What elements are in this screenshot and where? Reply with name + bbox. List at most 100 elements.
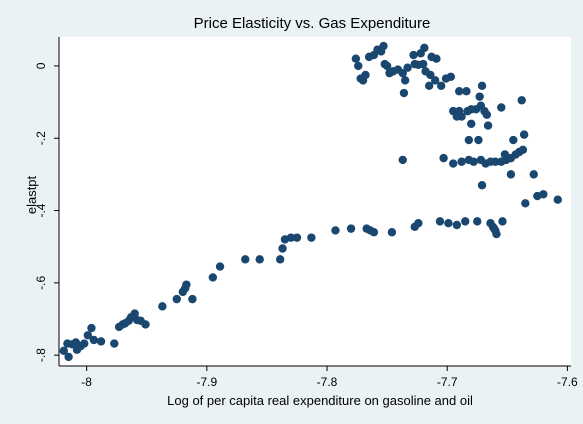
scatter-point [441,74,451,83]
scatter-point [439,153,448,163]
scatter-point [182,280,191,289]
scatter-point [517,96,526,105]
scatter-point [449,159,458,168]
scatter-point [444,218,453,228]
scatter-point [385,68,394,78]
scatter-point [500,150,510,159]
scatter-point [461,217,470,226]
scatter-point [519,130,529,139]
scatter-point [409,50,418,60]
scatter-point [518,145,528,154]
scatter-point [420,43,429,53]
scatter-point [474,135,483,145]
scatter-point [529,170,538,179]
scatter-point [473,217,482,226]
scatter-point [467,119,476,128]
scatter-point [462,87,471,96]
scatter-point [414,218,423,228]
scatter-point [59,346,69,356]
scatter-point [96,337,106,346]
scatter-point [255,255,264,264]
scatter-point [477,81,487,91]
scatter-point [351,54,361,63]
scatter-point [110,339,119,348]
x-tick-label: -8 [81,375,92,389]
chart-title: Price Elasticity vs. Gas Expenditure [194,15,431,32]
scatter-point [369,228,379,237]
scatter-point [457,157,466,166]
scatter-point [469,157,478,166]
y-tick-label: 0 [34,62,48,69]
scatter-point [421,67,430,76]
x-axis: -8 -7.9 -7.8 -7.7 -7.6 [59,365,578,389]
scatter-point [539,190,548,199]
scatter-point [475,92,484,101]
scatter-point [436,81,446,91]
scatter-point [208,273,218,282]
scatter-point [130,309,139,318]
scatter-point [497,103,506,112]
scatter-point [87,323,96,333]
scatter-point [509,135,518,145]
scatter-point [356,74,365,83]
x-tick-label: -7.9 [196,375,217,389]
y-tick-label: -.6 [34,276,48,290]
scatter-point [80,339,89,348]
scatter-point [498,217,507,226]
scatter-point [379,41,388,51]
y-axis-label: elastpt [24,175,39,214]
scatter-point [64,352,73,362]
scatter-point [275,255,285,264]
scatter-point [354,61,363,71]
scatter-point [292,233,302,242]
scatter-point [432,54,441,63]
y-axis: 0 -.2 -.4 -.6 -.8 [34,37,60,366]
x-tick-label: -7.6 [557,375,578,389]
scatter-point [410,59,419,69]
scatter-point [435,217,445,226]
scatter-point [364,52,374,62]
scatter-point [172,294,181,304]
plot-area [59,37,571,366]
scatter-point [278,244,287,253]
scatter-point [286,233,296,242]
scatter-point [89,335,99,345]
scatter-point [553,195,562,204]
scatter-point [482,110,492,119]
scatter-point [506,170,516,179]
scatter-point [307,233,316,242]
x-axis-label: Log of per capita real expenditure on ga… [167,393,473,408]
scatter-point [346,224,356,233]
scatter-point [483,121,493,130]
scatter-point [387,228,397,237]
scatter-point [452,220,462,230]
scatter-point [399,88,409,98]
y-tick-label: -.2 [34,131,48,145]
scatter-point [400,76,410,85]
scatter-point [521,199,530,208]
scatter-point [477,181,487,190]
data-points [59,41,562,362]
scatter-point [215,262,225,271]
scatter-point [491,157,500,166]
scatter-point [158,302,167,311]
scatter-point [331,226,340,235]
x-tick-label: -7.7 [437,375,458,389]
y-tick-label: -.8 [34,348,48,362]
scatter-point [430,76,440,85]
x-tick-label: -7.8 [317,375,338,389]
scatter-point [141,320,150,329]
scatter-point [83,331,93,340]
scatter-point [241,255,250,264]
scatter-point [398,155,407,165]
scatter-point [492,229,501,239]
y-tick-label: -.4 [34,203,48,217]
scatter-point [424,81,434,91]
scatter-point [380,59,389,69]
scatter-point [464,135,474,145]
scatter-point [455,87,464,96]
scatter-point [403,63,412,72]
scatter-point [452,112,462,121]
scatter-point [188,294,197,304]
